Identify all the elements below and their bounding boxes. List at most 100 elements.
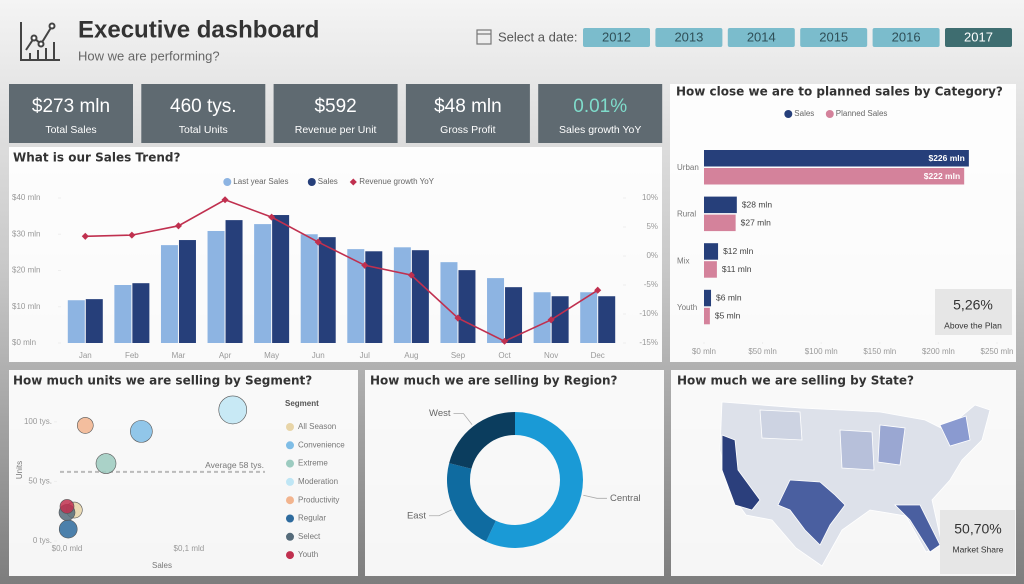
year-label[interactable]: 2015 — [819, 29, 848, 44]
bar — [704, 261, 717, 278]
dashboard-title: Executive dashboard — [78, 16, 319, 43]
x-tick-label: Jan — [79, 351, 92, 360]
y2-tick-label: -15% — [639, 338, 658, 347]
x-tick-label: Feb — [125, 351, 139, 360]
kpi-value: $592 — [314, 96, 356, 117]
legend-label: Extreme — [298, 459, 328, 468]
year-label[interactable]: 2012 — [602, 29, 631, 44]
slice-label: Central — [610, 493, 641, 504]
bar — [440, 262, 458, 343]
bar — [132, 283, 150, 343]
bar — [704, 243, 719, 260]
panel-title: What is our Sales Trend? — [13, 151, 180, 165]
y2-tick-label: 0% — [646, 251, 658, 260]
value-label: $5 mln — [715, 311, 741, 321]
bar — [67, 300, 85, 343]
legend-label: Youth — [298, 550, 318, 559]
legend-label: Select — [298, 532, 321, 541]
header-icon — [20, 22, 60, 61]
bar — [704, 168, 965, 185]
legend-label: Sales — [794, 109, 814, 118]
panel — [9, 370, 358, 576]
line-marker — [407, 271, 415, 279]
value-label: $222 mln — [924, 171, 960, 181]
kpi-label: Gross Profit — [440, 124, 496, 136]
y-tick-label: $10 mln — [12, 302, 40, 311]
year-label[interactable]: 2014 — [747, 29, 776, 44]
x-tick-label: Sep — [451, 351, 466, 360]
value-label: $27 mln — [741, 217, 772, 227]
bar — [505, 287, 523, 343]
line-marker — [221, 196, 229, 204]
bar — [365, 251, 383, 343]
panel-title: How much units we are selling by Segment… — [13, 374, 312, 388]
x-tick-label: $150 mln — [863, 347, 896, 356]
legend-marker — [286, 514, 294, 523]
date-label: Select a date: — [498, 29, 578, 44]
bar — [458, 270, 476, 343]
kpi-value: 0.01% — [573, 96, 627, 117]
legend-label: All Season — [298, 422, 336, 431]
legend-label: Productivity — [298, 495, 339, 504]
y-tick-label: 100 tys. — [24, 417, 52, 426]
year-label[interactable]: 2013 — [674, 29, 703, 44]
kpi-label: Sales growth YoY — [559, 124, 641, 136]
x-tick-label: $100 mln — [805, 347, 838, 356]
year-label[interactable]: 2016 — [892, 29, 921, 44]
y-tick-label: Urban — [677, 163, 699, 172]
y-tick-label: $0 mln — [12, 338, 36, 347]
year-label[interactable]: 2017 — [964, 29, 993, 44]
bar — [254, 224, 272, 343]
line-marker — [128, 231, 136, 239]
line-marker — [547, 316, 555, 324]
bar — [533, 292, 551, 343]
year-button[interactable] — [655, 28, 723, 47]
value-label: $28 mln — [742, 199, 773, 209]
y-tick-label: Youth — [677, 303, 697, 312]
y2-tick-label: 10% — [642, 193, 658, 202]
leader-line — [453, 413, 473, 425]
panel-title: How close we are to planned sales by Cat… — [676, 85, 1003, 99]
legend-marker — [307, 178, 316, 186]
bar — [318, 237, 336, 343]
year-button[interactable] — [800, 28, 868, 47]
kpi-card — [141, 84, 266, 143]
y-tick-label: $40 mln — [12, 193, 40, 202]
bar — [272, 215, 290, 343]
kpi-card — [538, 84, 663, 143]
bar — [114, 285, 132, 343]
y-tick-label: Mix — [677, 256, 689, 265]
kpi-label: Total Units — [179, 124, 228, 136]
bar — [704, 289, 712, 307]
kpi-card — [9, 84, 133, 143]
x-tick-label: Jun — [312, 351, 325, 360]
bar — [704, 150, 969, 167]
x-tick-label: $0 mln — [692, 347, 716, 356]
x-tick-label: Mar — [172, 351, 186, 360]
year-button[interactable] — [872, 28, 940, 47]
legend-label: Planned Sales — [836, 109, 888, 118]
year-button[interactable] — [583, 28, 650, 47]
line-marker — [268, 213, 276, 221]
year-button[interactable] — [945, 28, 1012, 47]
bar — [160, 245, 178, 343]
y-tick-label: 0 tys. — [33, 536, 52, 545]
bar — [207, 230, 225, 343]
donut-slice — [449, 412, 515, 469]
bar — [225, 220, 243, 343]
bubble — [130, 420, 153, 443]
legend-label: Revenue growth YoY — [359, 177, 434, 186]
bar — [704, 307, 710, 325]
kpi-card — [273, 84, 398, 143]
line-marker — [454, 314, 462, 322]
x-tick-label: $200 mln — [922, 347, 955, 356]
line-marker — [501, 337, 509, 345]
y2-tick-label: -10% — [639, 309, 658, 318]
donut-slice — [447, 463, 496, 542]
x-tick-label: May — [264, 351, 279, 360]
bar — [704, 214, 736, 232]
legend-marker — [286, 477, 294, 486]
year-button[interactable] — [727, 28, 795, 47]
x-axis-label: Sales — [152, 561, 172, 570]
